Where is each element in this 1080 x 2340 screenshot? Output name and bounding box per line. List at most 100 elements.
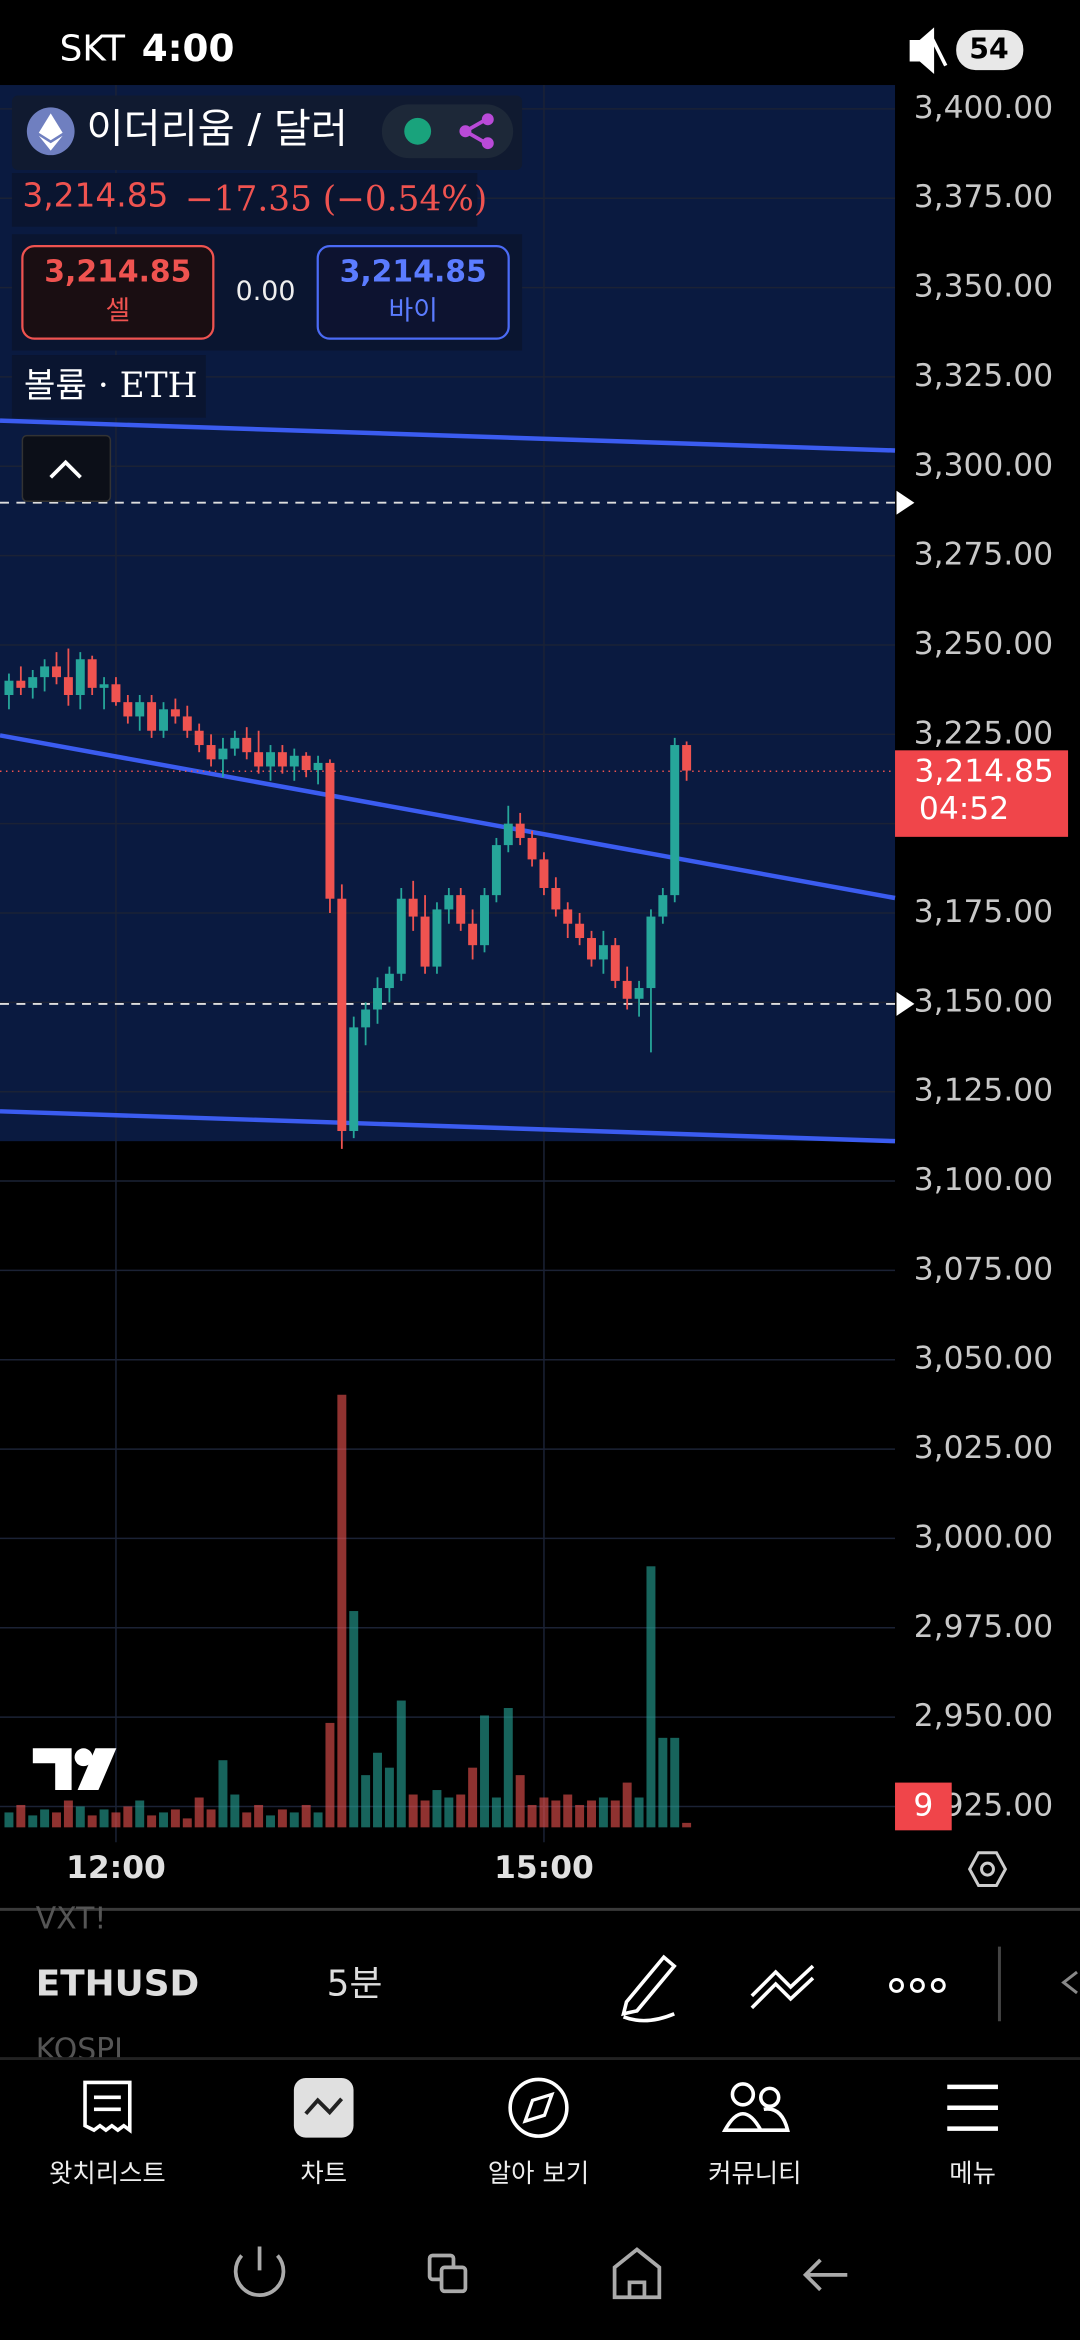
candle-body — [289, 755, 299, 767]
trend-line[interactable] — [0, 418, 896, 453]
volume-bar — [480, 1715, 489, 1828]
volume-bar — [456, 1794, 466, 1828]
candle-body — [480, 895, 489, 946]
community-icon[interactable] — [730, 2082, 756, 2107]
toolbar-symbol[interactable]: ETHUSD — [36, 1963, 199, 2004]
candle-body — [52, 666, 61, 678]
buy-price: 3,214.85 — [340, 254, 487, 289]
candle-body — [206, 745, 216, 760]
nav-label: 왓치리스트 — [49, 2158, 166, 2188]
candle-body — [159, 709, 168, 731]
line-marker — [896, 490, 915, 515]
settings-icon[interactable] — [967, 1851, 1008, 1888]
last-price: 3,214.85 — [22, 176, 168, 214]
community-icon — [721, 2107, 790, 2132]
volume-bar — [230, 1794, 240, 1828]
volume-bar — [289, 1812, 299, 1828]
volume-bar — [159, 1812, 168, 1828]
candle-body — [491, 845, 501, 896]
volume-bar — [111, 1812, 121, 1828]
candle-body — [587, 938, 596, 960]
eth-glyph — [38, 113, 63, 151]
candle-body — [610, 945, 620, 981]
indicator-icon[interactable] — [750, 1964, 815, 1998]
volume-bar — [254, 1804, 264, 1828]
candle-body — [420, 916, 430, 967]
interval[interactable]: 5분 — [327, 1963, 383, 2004]
candle-body — [135, 702, 145, 717]
volume-bar — [147, 1815, 157, 1828]
back-button[interactable] — [802, 2258, 848, 2292]
candle-body — [218, 748, 228, 760]
candle-body — [598, 945, 608, 960]
volume-bar — [468, 1767, 478, 1828]
volume-bar — [420, 1800, 430, 1828]
recents-button — [439, 2265, 468, 2294]
candle-body — [646, 916, 656, 989]
sell-button[interactable] — [21, 245, 215, 340]
nav-label: 알아 보기 — [488, 2158, 589, 2188]
candle-body — [396, 898, 406, 974]
candle-body — [230, 737, 240, 749]
volume-bar — [551, 1800, 561, 1828]
candle-body — [170, 709, 180, 717]
candle-body — [28, 677, 38, 688]
scroll-arrow[interactable] — [1061, 1970, 1078, 1995]
volume-bar — [610, 1800, 620, 1828]
y-tick-label: 3,175.00 — [914, 894, 1053, 930]
volume-bar — [52, 1812, 61, 1828]
volume-bar — [301, 1804, 311, 1828]
volume-bar — [587, 1800, 596, 1828]
price-badge-value: 3,214.85 — [914, 754, 1053, 790]
candle-body — [384, 973, 394, 989]
y-tick-label: 3,400.00 — [914, 90, 1053, 126]
y-tick-label: 3,300.00 — [914, 447, 1053, 483]
y-tick-label: 3,050.00 — [914, 1341, 1053, 1377]
share-node — [481, 113, 494, 126]
volume-bar — [361, 1775, 371, 1828]
candle-body — [503, 823, 513, 846]
power-button[interactable] — [233, 2246, 286, 2297]
volume-bar — [135, 1800, 145, 1828]
candle-body — [325, 762, 335, 899]
candle-body — [373, 988, 382, 1010]
candle-body — [515, 823, 525, 838]
y-tick-label: 3,125.00 — [914, 1073, 1053, 1109]
volume-bar — [182, 1818, 192, 1828]
sell-label: 셀 — [105, 295, 130, 326]
volume-bar — [242, 1812, 252, 1828]
more-icon[interactable] — [889, 1978, 904, 1993]
explore-icon[interactable] — [508, 2077, 569, 2138]
volume-bar — [563, 1794, 573, 1828]
indicator-icon — [750, 1976, 815, 2010]
nav-label: 커뮤니티 — [708, 2158, 801, 2188]
collapse-button[interactable] — [21, 434, 112, 502]
tv-logo — [74, 1748, 93, 1767]
candle-body — [123, 702, 133, 717]
trend-line[interactable] — [0, 1109, 896, 1144]
market-open-dot — [404, 117, 432, 145]
menu-icon[interactable] — [947, 2084, 998, 2131]
price-change: −17.35 (−0.54%) — [185, 179, 487, 219]
draw-tool-icon[interactable] — [621, 1954, 677, 2023]
volume-bar — [194, 1797, 204, 1828]
home-button[interactable] — [612, 2247, 662, 2300]
volume-bar — [634, 1797, 644, 1828]
trend-line[interactable] — [0, 733, 896, 901]
volume-bar — [218, 1760, 228, 1828]
y-tick-label: 3,075.00 — [914, 1251, 1053, 1287]
y-tick-label: 3,150.00 — [914, 983, 1053, 1019]
buy-button[interactable] — [316, 245, 510, 340]
watchlist-icon[interactable] — [83, 2080, 132, 2134]
buy-label: 바이 — [389, 295, 438, 326]
candle-body — [622, 980, 632, 999]
symbol-name[interactable]: 이더리움 / 달러 — [87, 106, 348, 152]
line-marker — [896, 991, 915, 1016]
volume-indicator-label[interactable]: 볼륨 · ETH — [24, 366, 198, 406]
status-pill[interactable] — [381, 104, 514, 159]
volume-bar — [373, 1752, 382, 1828]
candle-body — [575, 923, 585, 939]
volume-bar — [515, 1775, 525, 1828]
